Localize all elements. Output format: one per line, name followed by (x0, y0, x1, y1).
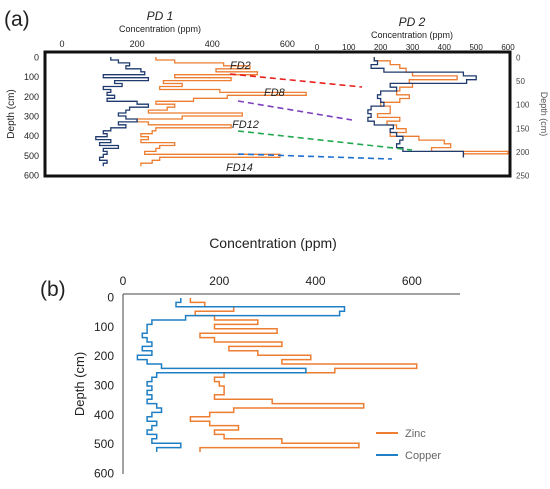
pd2-title: PD 2 (399, 15, 426, 29)
pd1-zinc-line (136, 57, 307, 167)
pd2-y-tick-label: 150 (516, 124, 530, 133)
pd1-x-tick-label: 0 (59, 39, 64, 49)
b-zinc-line (189, 298, 418, 452)
pd2-x-tick-label: 0 (315, 43, 320, 52)
b-x-tick-label: 400 (306, 274, 326, 288)
pd1-x-tick-label: 400 (205, 39, 220, 49)
pd2-y-tick-label: 100 (516, 101, 530, 110)
b-x-tick-label: 600 (402, 274, 422, 288)
pd1-title: PD 1 (147, 9, 174, 23)
b-legend: Zinc Copper (376, 428, 441, 462)
b-copper-line (136, 298, 346, 452)
pd2-y-tick-label: 250 (516, 172, 530, 181)
pd2-ylabel: Depth (cm) (539, 92, 549, 137)
pd2-y-tick-labels: 0 50 100 150 200 250 (516, 54, 530, 181)
b-xlabel: Concentration (ppm) (209, 235, 337, 251)
b-x-tick-label: 0 (120, 274, 127, 288)
b-y-tick-label: 0 (107, 291, 114, 305)
b-y-tick-label: 200 (94, 349, 114, 363)
pd2-x-tick-labels: 0 100 200 300 400 500 600 (315, 43, 515, 52)
panel-a-label: (a) (4, 8, 30, 31)
pd1-x-tick-label: 600 (280, 39, 295, 49)
b-x-tick-labels: 0 200 400 600 (120, 274, 423, 288)
pd2-x-tick-label: 400 (438, 43, 452, 52)
pd2-x-tick-label: 300 (406, 43, 420, 52)
pd1-series-group (95, 57, 307, 167)
b-y-tick-label: 600 (94, 467, 114, 481)
b-y-tick-label: 400 (94, 408, 114, 422)
pd1-y-tick-label: 500 (24, 151, 39, 161)
pd1-y-tick-label: 100 (24, 72, 39, 82)
pd1-x-tick-labels: 0 200 400 600 (59, 39, 294, 49)
pd1-y-tick-label: 300 (24, 112, 39, 122)
pd1-y-tick-label: 200 (24, 92, 39, 102)
pd1-copper-line (95, 57, 150, 167)
pd2-copper-line (367, 57, 477, 158)
b-ylabel: Depth (cm) (72, 352, 87, 416)
b-x-tick-label: 200 (209, 274, 229, 288)
fd12-annotation: FD12 (232, 119, 259, 131)
fd2-link-line (229, 73, 363, 88)
b-y-tick-label: 500 (94, 437, 114, 451)
panel-b-label: (b) (40, 278, 66, 301)
pd1-x-tick-label: 200 (130, 39, 145, 49)
pd1-xlabel: Concentration (ppm) (119, 24, 201, 34)
pd1-ylabel: Depth (cm) (6, 89, 17, 138)
pd2-x-tick-label: 600 (501, 43, 515, 52)
fd8-annotation: FD8 (264, 87, 286, 99)
panel-a-frame (43, 50, 512, 178)
pd2-y-tick-label: 0 (516, 54, 521, 63)
pd2-series-group (367, 57, 509, 158)
legend-copper-label: Copper (405, 450, 441, 462)
pd2-x-tick-label: 500 (469, 43, 483, 52)
pd2-xlabel: Concentration (ppm) (371, 30, 453, 40)
pd1-y-tick-labels: 0 100 200 300 400 500 600 (24, 53, 39, 181)
legend-zinc-label: Zinc (405, 428, 426, 440)
fd14-link-line (237, 153, 393, 160)
pd2-x-tick-label: 200 (374, 43, 388, 52)
b-y-tick-labels: 0 100 200 300 400 500 600 (94, 291, 114, 481)
pd2-zinc-line (373, 57, 509, 158)
pd1-y-tick-label: 0 (34, 53, 39, 63)
fd2-annotation: FD2 (230, 60, 251, 72)
pd2-y-tick-label: 50 (516, 77, 525, 86)
fd14-annotation: FD14 (226, 162, 253, 174)
fd12-link-line (237, 130, 413, 151)
b-y-tick-label: 100 (94, 320, 114, 334)
pd1-y-tick-label: 600 (24, 171, 39, 181)
b-series-group (136, 298, 418, 452)
b-y-tick-label: 300 (94, 379, 114, 393)
pd2-y-tick-label: 200 (516, 148, 530, 157)
pd2-x-tick-label: 100 (342, 43, 356, 52)
fd8-link-line (237, 100, 353, 121)
pd1-y-tick-label: 400 (24, 131, 39, 141)
